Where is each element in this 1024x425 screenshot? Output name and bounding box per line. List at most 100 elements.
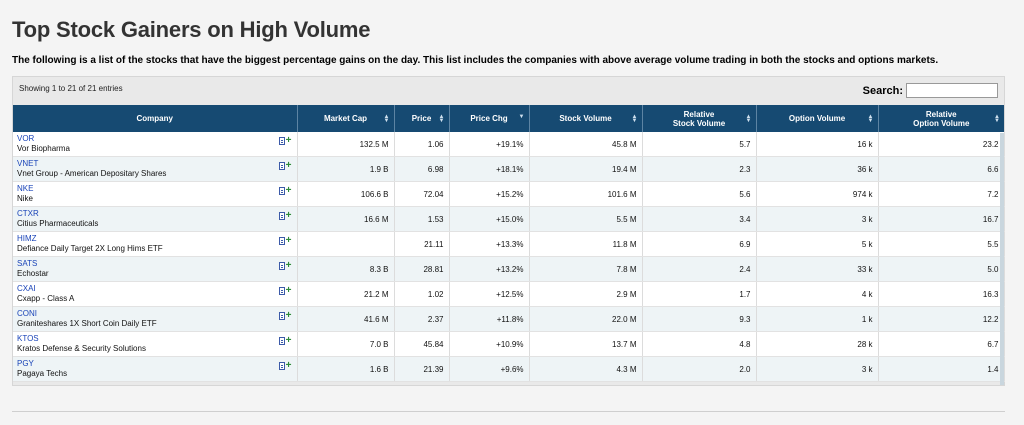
table-row[interactable]: CONI Graniteshares 1X Short Coin Daily ET… bbox=[13, 306, 1005, 332]
add-watchlist-icon[interactable]: + bbox=[285, 285, 292, 296]
column-header-relative-option-volume[interactable]: Relative Option Volume ▲ ▼ bbox=[878, 105, 1004, 132]
option-volume-cell: 36 k bbox=[756, 156, 879, 182]
company-name: Vor Biopharma bbox=[17, 144, 70, 153]
column-header-price[interactable]: Price ▲ ▼ bbox=[394, 105, 450, 132]
table-row[interactable]: KTOS Kratos Defense & Security Solutions +… bbox=[13, 331, 1005, 357]
document-icon[interactable] bbox=[278, 237, 285, 245]
price-chg-cell: +13.2% bbox=[449, 256, 530, 282]
row-tools: + bbox=[278, 235, 292, 246]
entries-info: Showing 1 to 21 of 21 entries bbox=[19, 84, 123, 93]
document-icon[interactable] bbox=[278, 362, 285, 370]
price-chg-cell: +15.0% bbox=[449, 206, 530, 232]
rel-option-volume-cell: 5.5 bbox=[878, 231, 1005, 257]
rel-stock-volume-cell: 5.6 bbox=[642, 181, 757, 207]
symbol-link[interactable]: PGY bbox=[17, 359, 34, 368]
price-chg-cell: +9.6% bbox=[449, 356, 530, 382]
document-icon[interactable] bbox=[278, 187, 285, 195]
add-watchlist-icon[interactable]: + bbox=[285, 335, 292, 346]
option-volume-cell: 3 k bbox=[756, 206, 879, 232]
company-cell: CONI Graniteshares 1X Short Coin Daily ET… bbox=[13, 306, 298, 332]
table-scrollbar[interactable] bbox=[1000, 133, 1004, 385]
column-header-label: Company bbox=[136, 114, 173, 123]
add-watchlist-icon[interactable]: + bbox=[285, 185, 292, 196]
column-header-label: Price Chg bbox=[470, 114, 508, 123]
sort-both-icon: ▲ ▼ bbox=[383, 113, 390, 124]
table-body: VOR Vor Biopharma +132.5 M 1.06 +19.1% 45.8 M… bbox=[13, 132, 1005, 382]
table-row[interactable]: VOR Vor Biopharma +132.5 M 1.06 +19.1% 45.8 M… bbox=[13, 132, 1005, 157]
company-name: Citius Pharmaceuticals bbox=[17, 219, 99, 228]
company-cell: VOR Vor Biopharma + bbox=[13, 132, 298, 157]
company-cell: KTOS Kratos Defense & Security Solutions + bbox=[13, 331, 298, 357]
rel-option-volume-cell: 23.2 bbox=[878, 132, 1005, 157]
symbol-link[interactable]: CTXR bbox=[17, 209, 39, 218]
table-row[interactable]: HIMZ Defiance Daily Target 2X Long Hims E… bbox=[13, 231, 1005, 257]
table-row[interactable]: CXAI Cxapp - Class A +21.2 M 1.02 +12.5% 2.9 … bbox=[13, 281, 1005, 307]
symbol-link[interactable]: NKE bbox=[17, 184, 34, 193]
option-volume-cell: 5 k bbox=[756, 231, 879, 257]
table-row[interactable]: PGY Pagaya Techs +1.6 B 21.39 +9.6% 4.3 M 2.0 3… bbox=[13, 356, 1005, 382]
table-row[interactable]: SATS Echostar +8.3 B 28.81 +13.2% 7.8 M 2.4 33 … bbox=[13, 256, 1005, 282]
market-cap-cell: 16.6 M bbox=[297, 206, 395, 232]
row-tools: + bbox=[278, 335, 292, 346]
sort-desc-icon: ▼ bbox=[518, 113, 525, 120]
symbol-link[interactable]: VNET bbox=[17, 159, 39, 168]
column-header-option-volume[interactable]: Option Volume ▲ ▼ bbox=[756, 105, 879, 132]
row-tools: + bbox=[278, 285, 292, 296]
rel-stock-volume-cell: 6.9 bbox=[642, 231, 757, 257]
document-icon[interactable] bbox=[278, 337, 285, 345]
table-row[interactable]: VNET Vnet Group - American Depositary Sha… bbox=[13, 156, 1005, 182]
add-watchlist-icon[interactable]: + bbox=[285, 235, 292, 246]
column-header-company[interactable]: Company bbox=[13, 105, 298, 132]
table-row[interactable]: NKE Nike +106.6 B 72.04 +15.2% 101.6 M 5.6 974 … bbox=[13, 181, 1005, 207]
add-watchlist-icon[interactable]: + bbox=[285, 310, 292, 321]
symbol-link[interactable]: VOR bbox=[17, 134, 35, 143]
column-header-market-cap[interactable]: Market Cap ▲ ▼ bbox=[297, 105, 395, 132]
row-tools: + bbox=[278, 160, 292, 171]
column-header-relative-stock-volume[interactable]: Relative Stock Volume ▲ ▼ bbox=[642, 105, 757, 132]
company-cell: VNET Vnet Group - American Depositary Sha… bbox=[13, 156, 298, 182]
symbol-link[interactable]: HIMZ bbox=[17, 234, 37, 243]
column-header-stock-volume[interactable]: Stock Volume ▲ ▼ bbox=[529, 105, 643, 132]
company-name: Defiance Daily Target 2X Long Hims ETF bbox=[17, 244, 163, 253]
document-icon[interactable] bbox=[278, 162, 285, 170]
document-icon[interactable] bbox=[278, 212, 285, 220]
row-tools: + bbox=[278, 360, 292, 371]
company-cell: NKE Nike + bbox=[13, 181, 298, 207]
document-icon[interactable] bbox=[278, 137, 285, 145]
document-icon[interactable] bbox=[278, 312, 285, 320]
price-cell: 1.02 bbox=[394, 281, 450, 307]
symbol-link[interactable]: CXAI bbox=[17, 284, 36, 293]
add-watchlist-icon[interactable]: + bbox=[285, 160, 292, 171]
company-cell: HIMZ Defiance Daily Target 2X Long Hims E… bbox=[13, 231, 298, 257]
document-icon[interactable] bbox=[278, 287, 285, 295]
search-input[interactable] bbox=[906, 83, 998, 98]
market-cap-cell: 132.5 M bbox=[297, 132, 395, 157]
symbol-link[interactable]: SATS bbox=[17, 259, 38, 268]
row-tools: + bbox=[278, 310, 292, 321]
company-cell: CTXR Citius Pharmaceuticals + bbox=[13, 206, 298, 232]
price-chg-cell: +13.3% bbox=[449, 231, 530, 257]
company-name: Graniteshares 1X Short Coin Daily ETF bbox=[17, 319, 157, 328]
add-watchlist-icon[interactable]: + bbox=[285, 360, 292, 371]
stock-volume-cell: 2.9 M bbox=[529, 281, 643, 307]
sort-both-icon: ▲ ▼ bbox=[438, 113, 445, 124]
column-header-label: Relative bbox=[925, 109, 957, 119]
company-name: Cxapp - Class A bbox=[17, 294, 75, 303]
column-header-label: Relative bbox=[683, 109, 715, 119]
stock-volume-cell: 4.3 M bbox=[529, 356, 643, 382]
stock-volume-cell: 5.5 M bbox=[529, 206, 643, 232]
add-watchlist-icon[interactable]: + bbox=[285, 210, 292, 221]
row-tools: + bbox=[278, 185, 292, 196]
symbol-link[interactable]: KTOS bbox=[17, 334, 39, 343]
symbol-link[interactable]: CONI bbox=[17, 309, 37, 318]
column-header-price-chg[interactable]: Price Chg ▼ bbox=[449, 105, 530, 132]
column-header-label: Stock Volume bbox=[672, 118, 726, 128]
document-icon[interactable] bbox=[278, 262, 285, 270]
add-watchlist-icon[interactable]: + bbox=[285, 260, 292, 271]
option-volume-cell: 4 k bbox=[756, 281, 879, 307]
table-row[interactable]: CTXR Citius Pharmaceuticals +16.6 M 1.53 +15… bbox=[13, 206, 1005, 232]
add-watchlist-icon[interactable]: + bbox=[285, 135, 292, 146]
row-tools: + bbox=[278, 210, 292, 221]
price-chg-cell: +18.1% bbox=[449, 156, 530, 182]
column-header-label: Market Cap bbox=[323, 114, 368, 123]
